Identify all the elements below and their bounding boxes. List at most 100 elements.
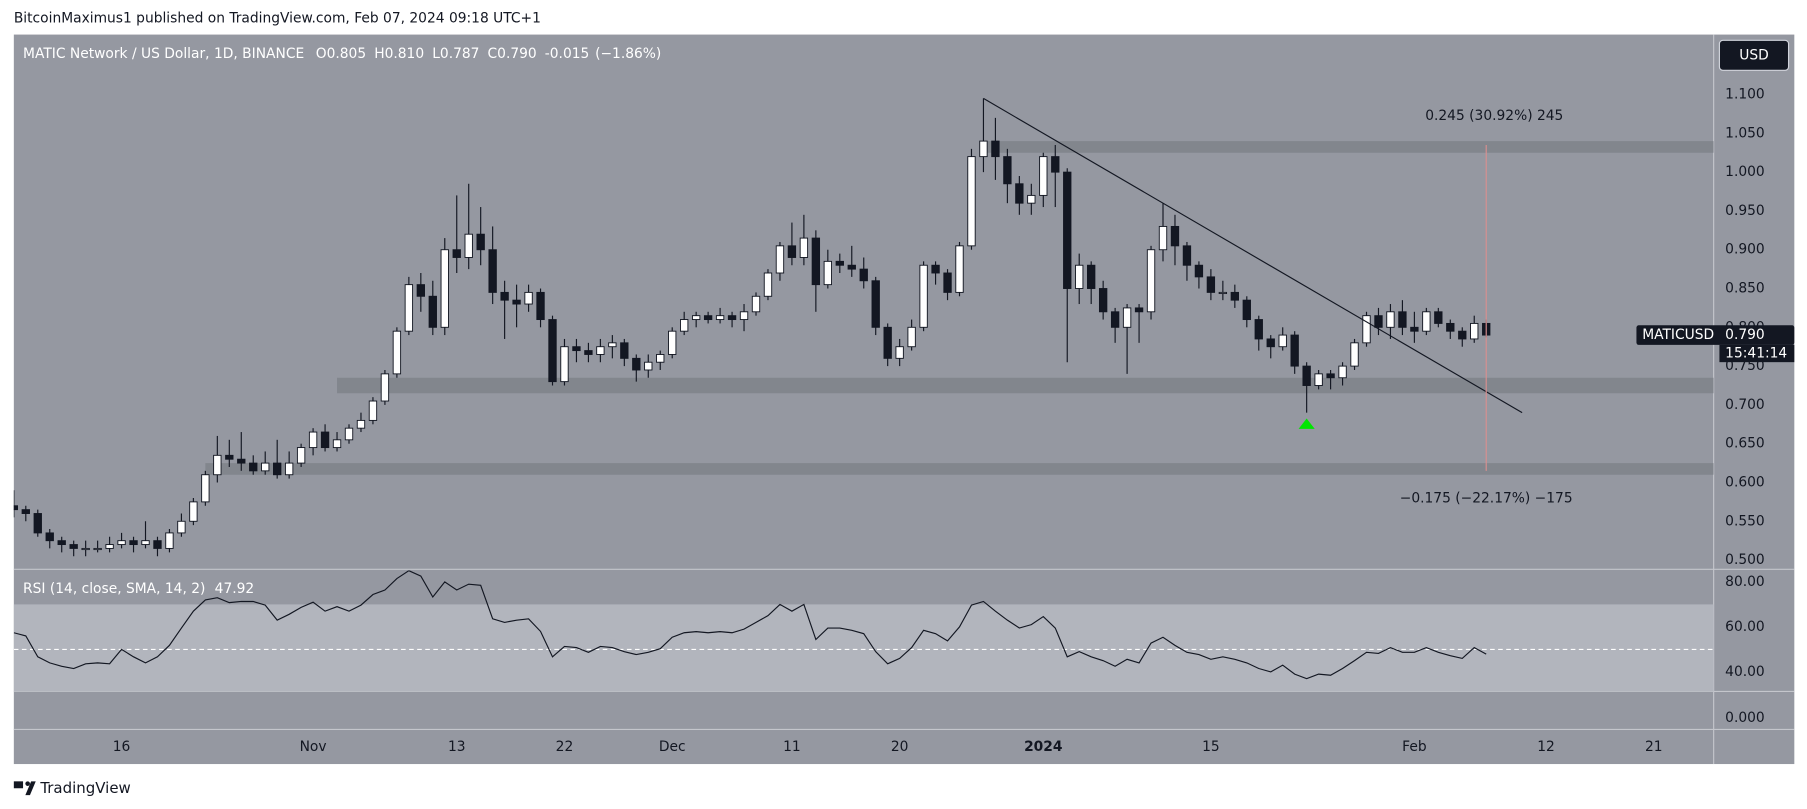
candle-body [57,540,66,546]
candle-body [644,361,653,371]
candle-body [1194,264,1204,278]
candle-body [1110,311,1120,328]
logo-shape [13,781,24,789]
x-tick-label: 16 [113,739,131,755]
candle-body [632,357,641,371]
candle-body [1134,307,1144,313]
candle-body [1290,334,1299,367]
candle-body [1003,156,1012,185]
candle-body [33,513,42,534]
candle-body [476,233,485,251]
candle-body [356,419,366,429]
y-tick-label: 0.900 [1725,242,1765,258]
candle-body [1446,322,1455,332]
legend-value: 0.810 [385,46,425,62]
candle-body [572,346,581,352]
candle-body [691,315,701,321]
x-tick-label: 12 [1537,739,1555,755]
candle-body [620,342,629,359]
candle-body [931,264,940,274]
candle-body [668,330,677,355]
candle-body [1146,249,1156,313]
candle-body [1266,338,1275,348]
candle-body [404,284,414,332]
y-tick-label: 0.650 [1725,436,1765,452]
y-tick-label: 0.700 [1725,397,1765,413]
legend-key: L [432,46,440,62]
candle-body [1374,315,1383,328]
candle-body [751,295,761,313]
footer-logo [13,781,36,796]
y-tick-label: 0.500 [1725,552,1765,568]
measure-label: 0.245 (30.92%) 245 [1425,108,1563,124]
candle-body [979,140,988,158]
candle-body [1254,319,1263,340]
rsi-pane [13,570,1714,692]
candle-body [1386,311,1395,328]
candle-body [81,547,90,551]
logo-shape [25,781,30,786]
candle-body [1158,225,1168,251]
candle-body [177,520,186,534]
candle-body [991,140,1000,158]
candle-body [368,400,378,421]
candle-body [871,280,880,328]
candle-body [799,237,809,258]
candle-body [1338,365,1347,379]
candle-body [464,233,473,258]
candle-body [1278,334,1287,348]
candle-body [1218,291,1228,295]
y-tick-label: 1.100 [1725,87,1765,103]
candle-body [308,431,318,449]
footer-brand: TradingView [39,779,130,797]
candle-body [261,462,270,472]
candle-body [847,264,856,270]
candle-body [392,330,402,375]
x-tick-label: 2024 [1024,739,1062,755]
x-tick-label: Nov [300,739,327,755]
candle-body [1122,307,1132,328]
candle-body [1182,245,1192,266]
support-resistance-zone [337,377,1714,394]
support-resistance-zone [983,141,1714,153]
legend-value: 0.805 [327,46,367,62]
candle-body [955,245,964,293]
candle-body [584,350,593,355]
x-tick-label: Feb [1402,739,1427,755]
candle-body [93,547,102,551]
candle-body [1362,315,1371,344]
candle-body [703,315,713,321]
candle-body [775,245,785,274]
currency-button-label[interactable]: USD [1739,47,1769,63]
price-tag [1636,325,1795,345]
candle-body [1087,264,1096,289]
chart-title: MATIC Network / US Dollar, 1D, BINANCE [23,46,304,62]
y-tick-label: 0.850 [1725,281,1765,297]
price-tag-value: 0.790 [1725,327,1765,343]
x-tick-label: Dec [659,739,686,755]
y-tick-label: 40.00 [1725,664,1765,680]
rsi-title: RSI (14, close, SMA, 14, 2) [23,581,205,597]
candle-body [165,532,174,549]
candle-body [536,291,545,321]
candle-body [225,454,234,460]
candle-body [213,454,222,476]
y-tick-label: 0.950 [1725,203,1765,219]
currency-button[interactable] [1718,39,1790,71]
candle-body [548,319,557,383]
y-tick-label: 80.00 [1725,574,1765,590]
legend-key: C [488,46,498,62]
candle-body [811,237,821,286]
candle-body [201,474,210,503]
candle-body [656,354,665,363]
signal-marker [1298,418,1315,429]
candle-body [907,326,916,348]
candle-body [943,272,952,293]
candle-body [488,249,497,293]
published-line: BitcoinMaximus1 published on TradingView… [14,10,541,26]
candle-body [763,272,773,297]
rsi-legend: RSI (14, close, SMA, 14, 2) 47.92 [23,581,254,597]
candle-body [823,260,833,286]
candle-body [1206,276,1216,293]
candle-body [727,315,737,321]
